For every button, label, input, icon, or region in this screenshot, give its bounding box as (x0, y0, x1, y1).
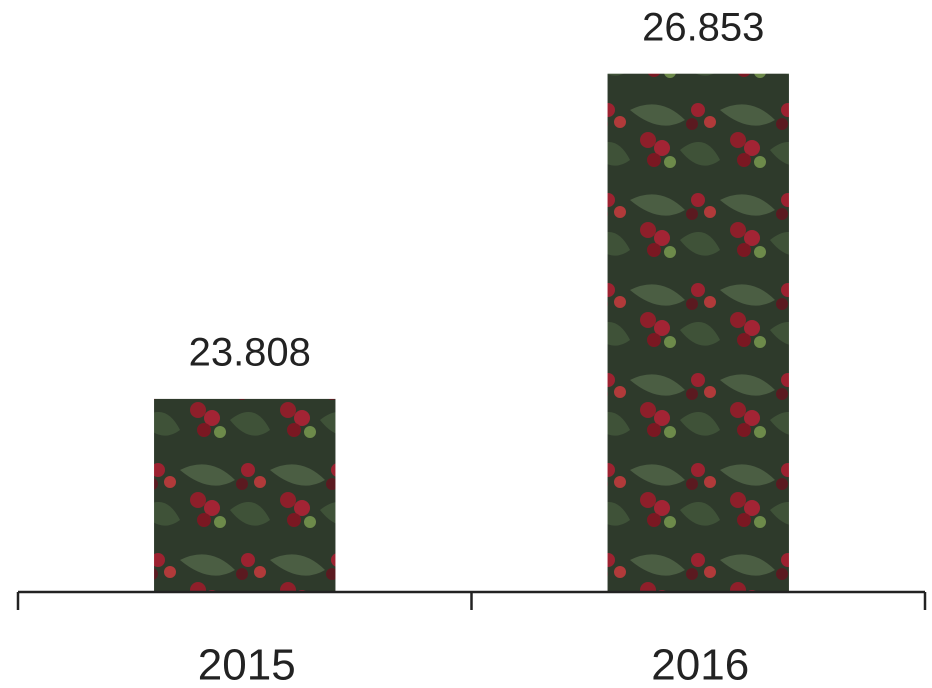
data-label: 23.808 (189, 330, 311, 374)
bar (607, 73, 789, 593)
data-label: 26.853 (642, 5, 764, 49)
bar (154, 398, 336, 592)
x-tick-label: 2016 (651, 641, 749, 688)
x-tick-label: 2015 (198, 641, 296, 688)
